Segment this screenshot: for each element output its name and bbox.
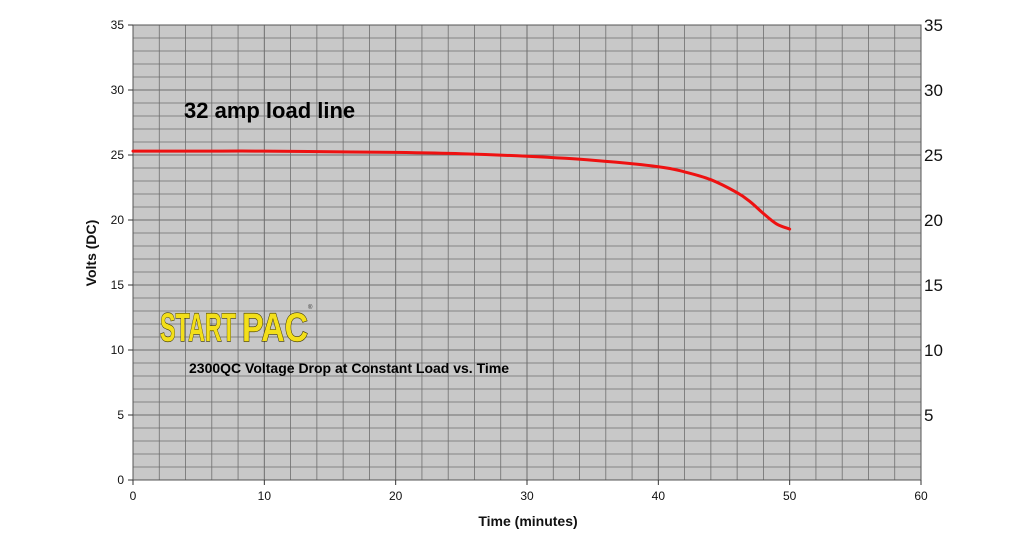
logo-registered-mark: ®	[308, 304, 313, 311]
x-axis-title: Time (minutes)	[478, 513, 577, 529]
x-tick-label: 20	[389, 489, 403, 503]
series-point	[683, 171, 685, 173]
y-axis-right-ticks: 5 10 15 20 25 30 35	[924, 16, 943, 425]
x-tick-label: 0	[130, 489, 137, 503]
y-tick-label-right: 30	[924, 81, 943, 100]
y-tick-label-right: 35	[924, 16, 943, 35]
y-tick-label-left: 0	[117, 473, 124, 487]
y-axis-title: Volts (DC)	[83, 220, 99, 287]
series-point	[329, 151, 331, 153]
series-line-voltage	[131, 149, 792, 231]
series-point	[710, 179, 712, 181]
x-tick-label: 60	[914, 489, 928, 503]
series-point	[762, 212, 764, 214]
logo-text-start: START	[160, 306, 236, 350]
x-axis-ticks: 0 10 20 30 40 50 60	[130, 480, 928, 503]
y-tick-label-left: 5	[117, 408, 124, 422]
series-point	[657, 166, 659, 168]
series-point	[460, 153, 462, 155]
y-tick-label-right: 10	[924, 341, 943, 360]
y-tick-label-left: 30	[111, 83, 125, 97]
series-point	[749, 201, 751, 203]
y-tick-label-left: 15	[111, 278, 125, 292]
x-tick-label: 40	[652, 489, 666, 503]
x-tick-label: 30	[520, 489, 534, 503]
series-point	[394, 151, 396, 153]
logo-text-pac: PAC	[242, 306, 308, 350]
load-line-label: 32 amp load line	[184, 98, 355, 123]
y-axis-left-ticks: 0 5 10 15 20 25 30 35	[111, 18, 133, 487]
y-tick-label-right: 15	[924, 276, 943, 295]
y-tick-label-left: 20	[111, 213, 125, 227]
startpac-logo: START PAC ®	[159, 304, 313, 351]
series-point	[132, 150, 134, 152]
x-tick-label: 10	[258, 489, 272, 503]
y-tick-label-right: 5	[924, 406, 933, 425]
x-tick-label: 50	[783, 489, 797, 503]
series-point	[526, 155, 528, 157]
series-point	[591, 159, 593, 161]
chart-subtitle: 2300QC Voltage Drop at Constant Load vs.…	[189, 360, 509, 376]
series-point	[197, 150, 199, 152]
y-tick-label-right: 25	[924, 146, 943, 165]
grid-major	[133, 25, 921, 480]
y-tick-label-left: 25	[111, 148, 125, 162]
y-tick-label-left: 35	[111, 18, 125, 32]
series-point	[736, 192, 738, 194]
y-tick-label-left: 10	[111, 343, 125, 357]
series-point	[788, 228, 790, 230]
series-point	[775, 223, 777, 225]
series-point	[263, 150, 265, 152]
y-tick-label-right: 20	[924, 211, 943, 230]
